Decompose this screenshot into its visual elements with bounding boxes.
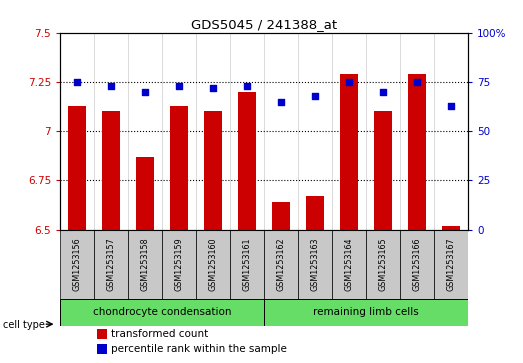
Point: [379, 89, 388, 95]
Bar: [102, 111, 120, 230]
Point: [311, 93, 320, 99]
Point: [73, 79, 82, 85]
Point: [141, 89, 150, 95]
Point: [107, 83, 116, 89]
Bar: [298, 230, 332, 299]
Bar: [230, 230, 264, 299]
Bar: [272, 202, 290, 230]
Bar: [162, 230, 196, 299]
Bar: [306, 196, 324, 230]
Text: transformed count: transformed count: [111, 330, 208, 339]
Bar: [196, 230, 230, 299]
Text: GSM1253157: GSM1253157: [107, 237, 116, 291]
Bar: [264, 230, 298, 299]
Bar: [264, 299, 468, 326]
Point: [209, 85, 218, 91]
Text: chondrocyte condensation: chondrocyte condensation: [93, 307, 231, 317]
Text: percentile rank within the sample: percentile rank within the sample: [111, 344, 287, 354]
Bar: [60, 230, 94, 299]
Bar: [332, 230, 366, 299]
Text: cell type: cell type: [3, 320, 44, 330]
Bar: [442, 226, 460, 230]
Point: [413, 79, 422, 85]
Bar: [60, 299, 264, 326]
Text: GSM1253160: GSM1253160: [209, 237, 218, 291]
Point: [345, 79, 354, 85]
Bar: [97, 344, 107, 354]
Bar: [400, 230, 434, 299]
Title: GDS5045 / 241388_at: GDS5045 / 241388_at: [191, 19, 337, 32]
Text: GSM1253158: GSM1253158: [141, 237, 150, 291]
Bar: [97, 329, 107, 339]
Bar: [408, 74, 426, 230]
Text: GSM1253159: GSM1253159: [175, 237, 184, 291]
Text: GSM1253162: GSM1253162: [277, 237, 286, 291]
Text: GSM1253167: GSM1253167: [447, 237, 456, 291]
Bar: [170, 106, 188, 230]
Bar: [238, 92, 256, 230]
Text: GSM1253165: GSM1253165: [379, 237, 388, 291]
Text: GSM1253156: GSM1253156: [73, 237, 82, 291]
Text: GSM1253161: GSM1253161: [243, 237, 252, 291]
Point: [243, 83, 252, 89]
Point: [175, 83, 184, 89]
Point: [277, 99, 286, 105]
Bar: [366, 230, 400, 299]
Text: GSM1253163: GSM1253163: [311, 237, 320, 291]
Bar: [340, 74, 358, 230]
Bar: [136, 157, 154, 230]
Bar: [68, 106, 86, 230]
Text: GSM1253164: GSM1253164: [345, 237, 354, 291]
Bar: [434, 230, 468, 299]
Point: [447, 103, 456, 109]
Bar: [128, 230, 162, 299]
Bar: [204, 111, 222, 230]
Text: GSM1253166: GSM1253166: [413, 237, 422, 291]
Bar: [94, 230, 128, 299]
Text: remaining limb cells: remaining limb cells: [313, 307, 419, 317]
Bar: [374, 111, 392, 230]
